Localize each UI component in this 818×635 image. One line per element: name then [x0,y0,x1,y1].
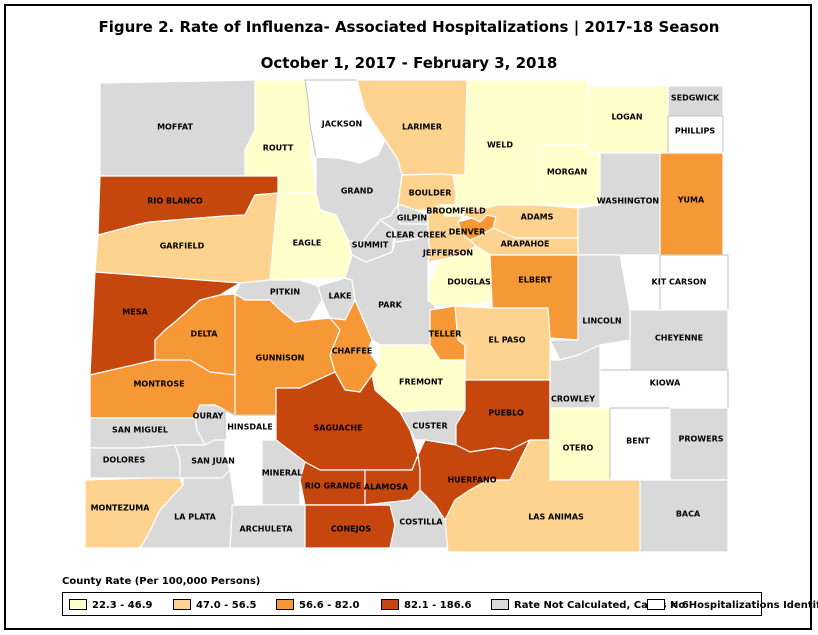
county-label-fremont: FREMONT [399,378,444,387]
legend-item-class-4: 82.1 - 186.6 [381,599,471,611]
figure-subtitle: October 1, 2017 - February 3, 2018 [260,54,558,72]
county-label-costilla: COSTILLA [399,518,443,527]
county-label-el-paso: EL PASO [488,336,525,345]
county-label-la-plata: LA PLATA [174,513,216,522]
county-label-boulder: BOULDER [409,189,452,198]
legend-title: County Rate (Per 100,000 Persons) [62,576,261,587]
county-park [344,235,436,346]
county-label-moffat: MOFFAT [157,123,193,132]
county-label-kit-carson: KIT CARSON [652,278,707,287]
county-label-dolores: DOLORES [103,456,146,465]
county-label-pitkin: PITKIN [270,288,300,297]
county-label-san-miguel: SAN MIGUEL [112,426,168,435]
county-label-bent: BENT [626,437,650,446]
legend-swatch [491,599,509,610]
county-label-adams: ADAMS [521,213,554,222]
county-label-elbert: ELBERT [518,276,552,285]
county-las-animas [444,439,641,553]
legend-item-not-calculated: Rate Not Calculated, Cases < 6 [491,599,689,611]
legend-item-class-3: 56.6 - 82.0 [276,599,359,611]
county-label-routt: ROUTT [263,144,294,153]
county-label-park: PARK [378,301,402,310]
county-label-phillips: PHILLIPS [675,127,716,136]
county-label-kiowa: KIOWA [650,379,681,388]
county-label-pueblo: PUEBLO [488,409,524,418]
county-label-rio-blanco: RIO BLANCO [147,197,203,206]
county-label-garfield: GARFIELD [160,242,205,251]
county-shapes [84,79,729,553]
legend-label: 47.0 - 56.5 [196,600,257,611]
county-label-arapahoe: ARAPAHOE [501,240,550,249]
county-label-archuleta: ARCHULETA [239,525,293,534]
county-label-saguache: SAGUACHE [314,424,363,433]
county-label-douglas: DOUGLAS [447,278,491,287]
county-label-rio-grande: RIO GRANDE [305,482,361,491]
county-label-chaffee: CHAFFEE [332,347,373,356]
county-label-mineral: MINERAL [262,469,303,478]
county-label-jefferson: JEFFERSON [422,249,473,258]
county-san-juan [174,439,231,479]
legend-item-class-1: 22.3 - 46.9 [69,599,152,611]
county-label-prowers: PROWERS [678,435,723,444]
county-label-san-juan: SAN JUAN [191,457,235,466]
county-label-summit: SUMMIT [352,241,389,250]
legend-label: 22.3 - 46.9 [92,600,153,611]
county-label-gilpin: GILPIN [397,214,427,223]
county-label-otero: OTERO [563,444,594,453]
county-douglas [427,245,493,307]
county-label-gunnison: GUNNISON [256,354,305,363]
county-label-custer: CUSTER [412,422,447,431]
legend-swatch [381,599,399,610]
county-label-lake: LAKE [329,292,352,301]
county-label-delta: DELTA [191,330,219,339]
county-label-mesa: MESA [122,308,148,317]
county-label-hinsdale: HINSDALE [227,423,273,432]
legend-label: Rate Not Calculated, Cases < 6 [514,600,689,611]
legend-swatch [173,599,191,610]
county-label-grand: GRAND [341,187,374,196]
legend-label: 56.6 - 82.0 [299,600,360,611]
county-label-yuma: YUMA [677,196,705,205]
county-label-broomfield: BROOMFIELD [426,207,486,216]
county-label-crowley: CROWLEY [551,395,595,404]
county-label-teller: TELLER [429,330,462,339]
county-label-sedgwick: SEDGWICK [671,94,720,103]
county-label-montrose: MONTROSE [133,380,184,389]
county-baca [639,479,729,553]
county-label-lincoln: LINCOLN [582,317,621,326]
legend-label: 82.1 - 186.6 [404,600,472,611]
county-label-ouray: OURAY [193,412,224,421]
county-label-cheyenne: CHEYENNE [655,334,703,343]
figure-title: Figure 2. Rate of Influenza- Associated … [98,18,720,36]
county-label-jackson: JACKSON [321,120,363,129]
legend-label: No Hospitalizations Identified [670,600,818,611]
county-label-clear-creek: CLEAR CREEK [386,231,448,240]
county-label-las-animas: LAS ANIMAS [528,513,584,522]
county-label-montezuma: MONTEZUMA [91,504,151,513]
county-label-logan: LOGAN [611,113,642,122]
county-label-denver: DENVER [449,228,486,237]
county-label-alamosa: ALAMOSA [364,483,409,492]
county-labels: MOFFAT ROUTT JACKSON LARIMER WELD LOGAN SEDGWI… [91,94,724,534]
county-label-weld: WELD [487,141,513,150]
county-label-baca: BACA [676,510,701,519]
county-label-eagle: EAGLE [293,239,322,248]
legend-swatch [69,599,87,610]
county-prowers [669,407,729,481]
county-kiowa [599,369,729,409]
county-label-huerfano: HUERFANO [447,476,496,485]
legend-item-no-hospitalizations: No Hospitalizations Identified [647,599,818,611]
legend-swatch [276,599,294,610]
county-label-conejos: CONEJOS [331,525,372,534]
county-label-washington: WASHINGTON [597,197,659,206]
legend-swatch [647,599,665,610]
legend-item-class-2: 47.0 - 56.5 [173,599,256,611]
county-label-larimer: LARIMER [402,123,442,132]
legend: 22.3 - 46.9 47.0 - 56.5 56.6 - 82.0 82.1… [62,592,818,616]
county-label-morgan: MORGAN [547,168,587,177]
